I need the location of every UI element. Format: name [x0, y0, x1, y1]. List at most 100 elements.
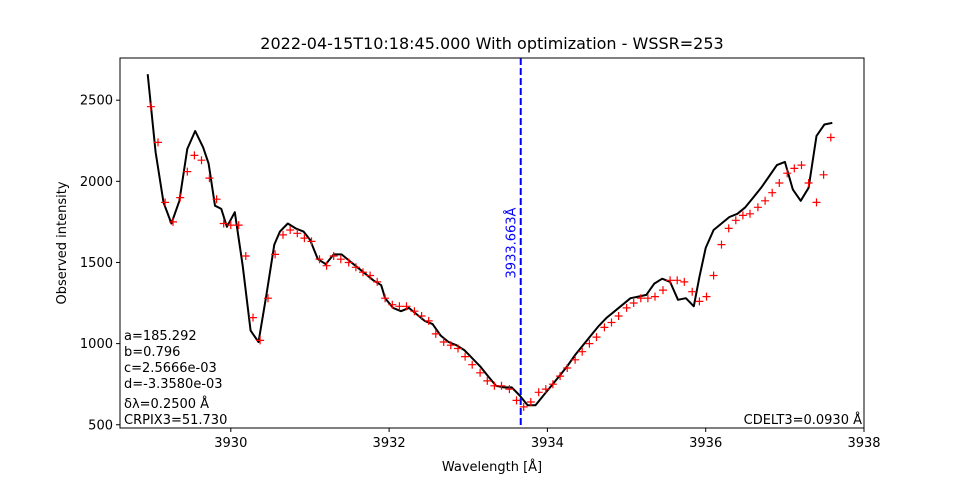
- x-tick-label: 3930: [214, 436, 247, 451]
- observed-point: [264, 294, 272, 303]
- plot-area: 3933.663Å: [146, 58, 835, 428]
- observed-point: [731, 216, 740, 225]
- observed-point: [329, 252, 338, 260]
- observed-point: [468, 360, 477, 369]
- observed-point: [388, 300, 397, 309]
- observed-point: [600, 323, 609, 332]
- observed-point: [505, 385, 514, 394]
- observed-point: [651, 292, 659, 301]
- observed-point: [249, 313, 257, 322]
- param-crpix3: CRPIX3=51.730: [124, 413, 227, 428]
- observed-point: [666, 276, 675, 285]
- observed-point: [673, 276, 682, 285]
- fit-parameters: a=185.292 b=0.796 c=2.5666e-03 d=-3.3580…: [124, 329, 862, 428]
- observed-point: [176, 193, 185, 202]
- x-axis-label: Wavelength [Å]: [442, 459, 542, 475]
- observed-point: [424, 316, 433, 325]
- observed-point: [234, 221, 243, 230]
- observed-point: [205, 174, 214, 183]
- param-c: c=2.5666e-03: [124, 361, 217, 376]
- y-tick-label: 500: [88, 418, 113, 433]
- observed-point: [300, 234, 309, 243]
- x-axis: 3930 3932 3934 3936 3938: [214, 428, 881, 451]
- observed-point: [197, 156, 206, 165]
- observed-point: [286, 226, 295, 234]
- observed-point: [643, 294, 652, 303]
- observed-point: [797, 161, 806, 170]
- observed-point: [483, 376, 492, 385]
- observed-point: [446, 341, 455, 350]
- chart-title: 2022-04-15T10:18:45.000 With optimizatio…: [260, 34, 723, 53]
- observed-point: [190, 151, 199, 160]
- observed-point: [154, 138, 162, 147]
- observed-point: [717, 240, 726, 249]
- observed-point: [746, 209, 754, 218]
- observed-point: [431, 329, 440, 338]
- observed-point: [812, 198, 821, 207]
- observed-point: [344, 258, 353, 267]
- y-axis-label: Observed intensity: [55, 181, 70, 304]
- observed-point: [212, 195, 221, 204]
- x-tick-label: 3934: [531, 436, 564, 451]
- y-tick-label: 2000: [80, 175, 113, 190]
- observed-point: [476, 368, 485, 377]
- observed-point: [695, 297, 704, 306]
- param-d: d=-3.3580e-03: [124, 377, 223, 392]
- observed-point: [512, 396, 521, 405]
- observed-point: [768, 188, 777, 197]
- observed-point: [541, 385, 550, 394]
- observed-point: [519, 402, 528, 411]
- observed-point: [293, 229, 302, 238]
- observed-point: [738, 211, 747, 220]
- y-tick-label: 2500: [80, 94, 113, 109]
- observed-point: [279, 230, 287, 239]
- observed-point: [775, 179, 784, 187]
- param-delta-lambda: δλ=0.2500 Å: [124, 396, 209, 412]
- observed-point: [659, 286, 667, 295]
- observed-point: [219, 219, 228, 228]
- observed-point: [724, 224, 733, 233]
- observed-point: [183, 167, 192, 176]
- param-cdelt3: CDELT3=0.0930 Å: [744, 412, 862, 428]
- observed-point: [585, 339, 594, 348]
- observed-point: [592, 333, 601, 342]
- observed-point: [783, 169, 792, 178]
- observed-point: [146, 102, 155, 111]
- observed-point: [563, 364, 572, 372]
- observed-point: [241, 252, 250, 260]
- observed-point: [629, 299, 638, 307]
- observed-point: [410, 307, 419, 316]
- y-tick-label: 1500: [80, 256, 113, 271]
- plot-frame: [119, 57, 865, 429]
- observed-point: [497, 381, 506, 390]
- observed-point: [556, 372, 565, 381]
- observed-point: [366, 271, 375, 280]
- y-tick-label: 1000: [80, 337, 113, 352]
- observed-point: [607, 318, 616, 327]
- y-axis: 500 1000 1500 2000 2500: [80, 94, 120, 433]
- observed-point: [819, 170, 828, 179]
- marker-line-label: 3933.663Å: [504, 207, 520, 278]
- observed-point: [490, 381, 499, 390]
- observed-point: [271, 250, 280, 259]
- observed-point: [381, 294, 390, 303]
- observed-point: [702, 292, 711, 301]
- observed-point: [461, 352, 470, 361]
- x-tick-label: 3938: [847, 436, 880, 451]
- param-a: a=185.292: [124, 329, 197, 344]
- x-tick-label: 3936: [689, 436, 722, 451]
- observed-point: [790, 164, 799, 173]
- observed-point: [571, 355, 580, 364]
- observed-point: [454, 344, 462, 353]
- observed-point: [336, 255, 345, 264]
- observed-point: [439, 338, 448, 346]
- observed-point: [322, 261, 331, 270]
- observed-point: [307, 237, 316, 246]
- observed-point: [315, 255, 324, 264]
- param-b: b=0.796: [124, 345, 180, 360]
- observed-point: [753, 203, 762, 212]
- observed-point: [417, 312, 426, 320]
- observed-point: [680, 277, 689, 286]
